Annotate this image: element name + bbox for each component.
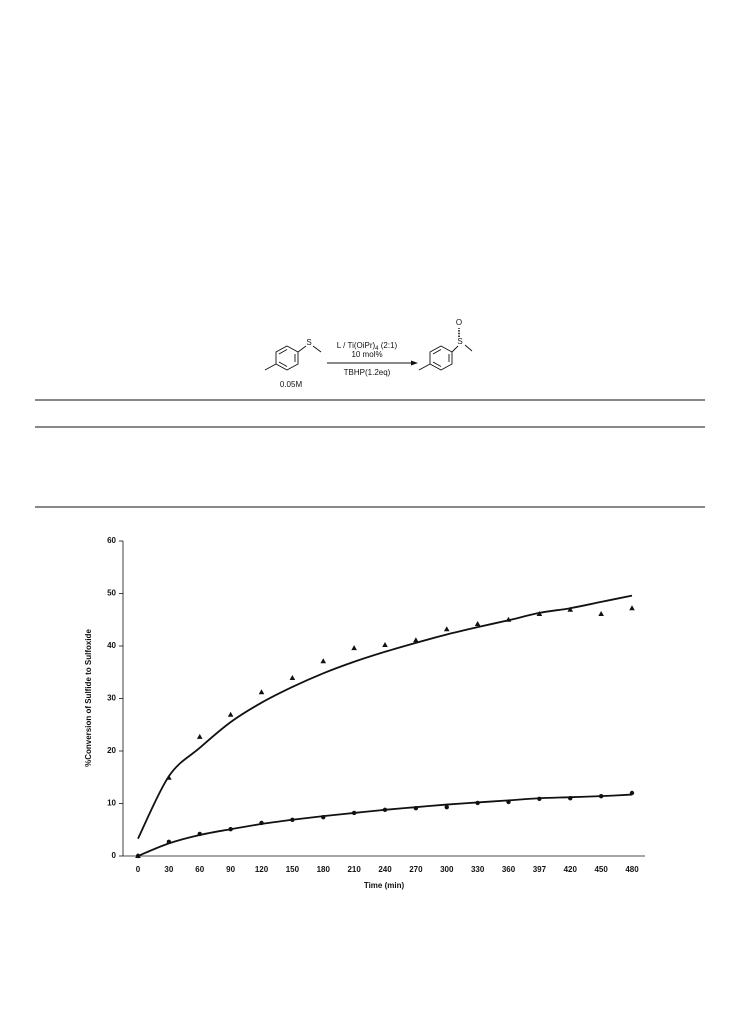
- oxidant: TBHP(1.2eq): [344, 368, 391, 377]
- data-point: [598, 793, 604, 799]
- y-tick-label: 50: [107, 589, 116, 598]
- data-point: [413, 806, 419, 811]
- atom-label: S: [306, 338, 311, 347]
- x-tick-label: 420: [564, 865, 578, 874]
- x-tick-label: 0: [136, 865, 141, 874]
- x-tick-label: 330: [471, 865, 485, 874]
- y-tick-label: 10: [107, 799, 116, 808]
- product-structure: [418, 328, 473, 371]
- data-point: [320, 658, 327, 664]
- reagent-main: L / Ti(OiPr): [337, 341, 376, 350]
- y-tick-label: 30: [107, 694, 116, 703]
- trend-line: [137, 793, 633, 857]
- x-tick-label: 240: [378, 865, 392, 874]
- data-point: [258, 689, 265, 695]
- chart: Time (min) %Conversion of Sulfide to Sul…: [84, 536, 645, 890]
- reaction-scheme: S 0.05M L / Ti(OiPr)4 (2:1) 10 mol% TBHP…: [35, 318, 705, 508]
- data-point: [475, 800, 480, 806]
- data-point: [537, 796, 542, 801]
- x-tick-label: 60: [195, 865, 204, 874]
- data-point: [197, 831, 202, 837]
- x-tick-label: 150: [286, 865, 300, 874]
- atom-label: S: [457, 337, 462, 346]
- y-tick-label: 40: [107, 641, 116, 650]
- y-tick-label: 60: [107, 536, 116, 545]
- x-tick-label: 120: [255, 865, 269, 874]
- data-point: [506, 799, 511, 805]
- data-point: [567, 606, 574, 612]
- data-point: [166, 839, 172, 845]
- x-axis-title: Time (min): [364, 881, 405, 890]
- data-point: [474, 620, 481, 626]
- reagent-ratio: (2:1): [379, 341, 398, 350]
- y-axis-title: %Conversion of Sulfide to Sulfoxide: [84, 629, 93, 767]
- reagent: L / Ti(OiPr)4 (2:1): [337, 341, 398, 351]
- data-point: [413, 637, 419, 643]
- data-point: [351, 645, 357, 651]
- data-point: [228, 827, 233, 832]
- x-tick-label: 360: [502, 865, 516, 874]
- data-point: [598, 610, 604, 616]
- x-tick-label: 270: [409, 865, 423, 874]
- data-point: [166, 774, 172, 780]
- data-point: [444, 804, 449, 810]
- data-point: [321, 814, 326, 820]
- trend-line: [137, 594, 633, 840]
- data-point: [289, 675, 296, 681]
- data-point: [629, 605, 635, 611]
- y-tick-label: 20: [107, 746, 116, 755]
- x-tick-label: 180: [317, 865, 331, 874]
- data-point: [536, 610, 543, 616]
- x-tick-label: 30: [164, 865, 173, 874]
- data-point: [505, 616, 512, 622]
- data-point: [290, 817, 295, 822]
- atom-label: O: [456, 318, 462, 327]
- y-tick-label: 0: [112, 851, 117, 860]
- data-point: [227, 711, 234, 717]
- loading: 10 mol%: [351, 350, 382, 359]
- substrate-structure: [264, 345, 322, 371]
- reagent-subscript: 4: [375, 346, 379, 352]
- data-point: [351, 810, 357, 816]
- x-tick-label: 210: [347, 865, 361, 874]
- x-tick-label: 480: [625, 865, 639, 874]
- x-tick-label: 90: [226, 865, 235, 874]
- x-tick-label: 450: [594, 865, 608, 874]
- data-point: [568, 796, 573, 801]
- data-point: [629, 790, 635, 796]
- arrow-head: [411, 360, 418, 366]
- data-point: [382, 807, 388, 812]
- data-point: [443, 626, 450, 632]
- data-point: [382, 641, 388, 647]
- data-point: [135, 853, 141, 859]
- concentration: 0.05M: [280, 380, 303, 389]
- x-tick-label: 397: [533, 865, 547, 874]
- data-point: [196, 733, 203, 739]
- x-tick-label: 300: [440, 865, 454, 874]
- data-point: [259, 820, 264, 826]
